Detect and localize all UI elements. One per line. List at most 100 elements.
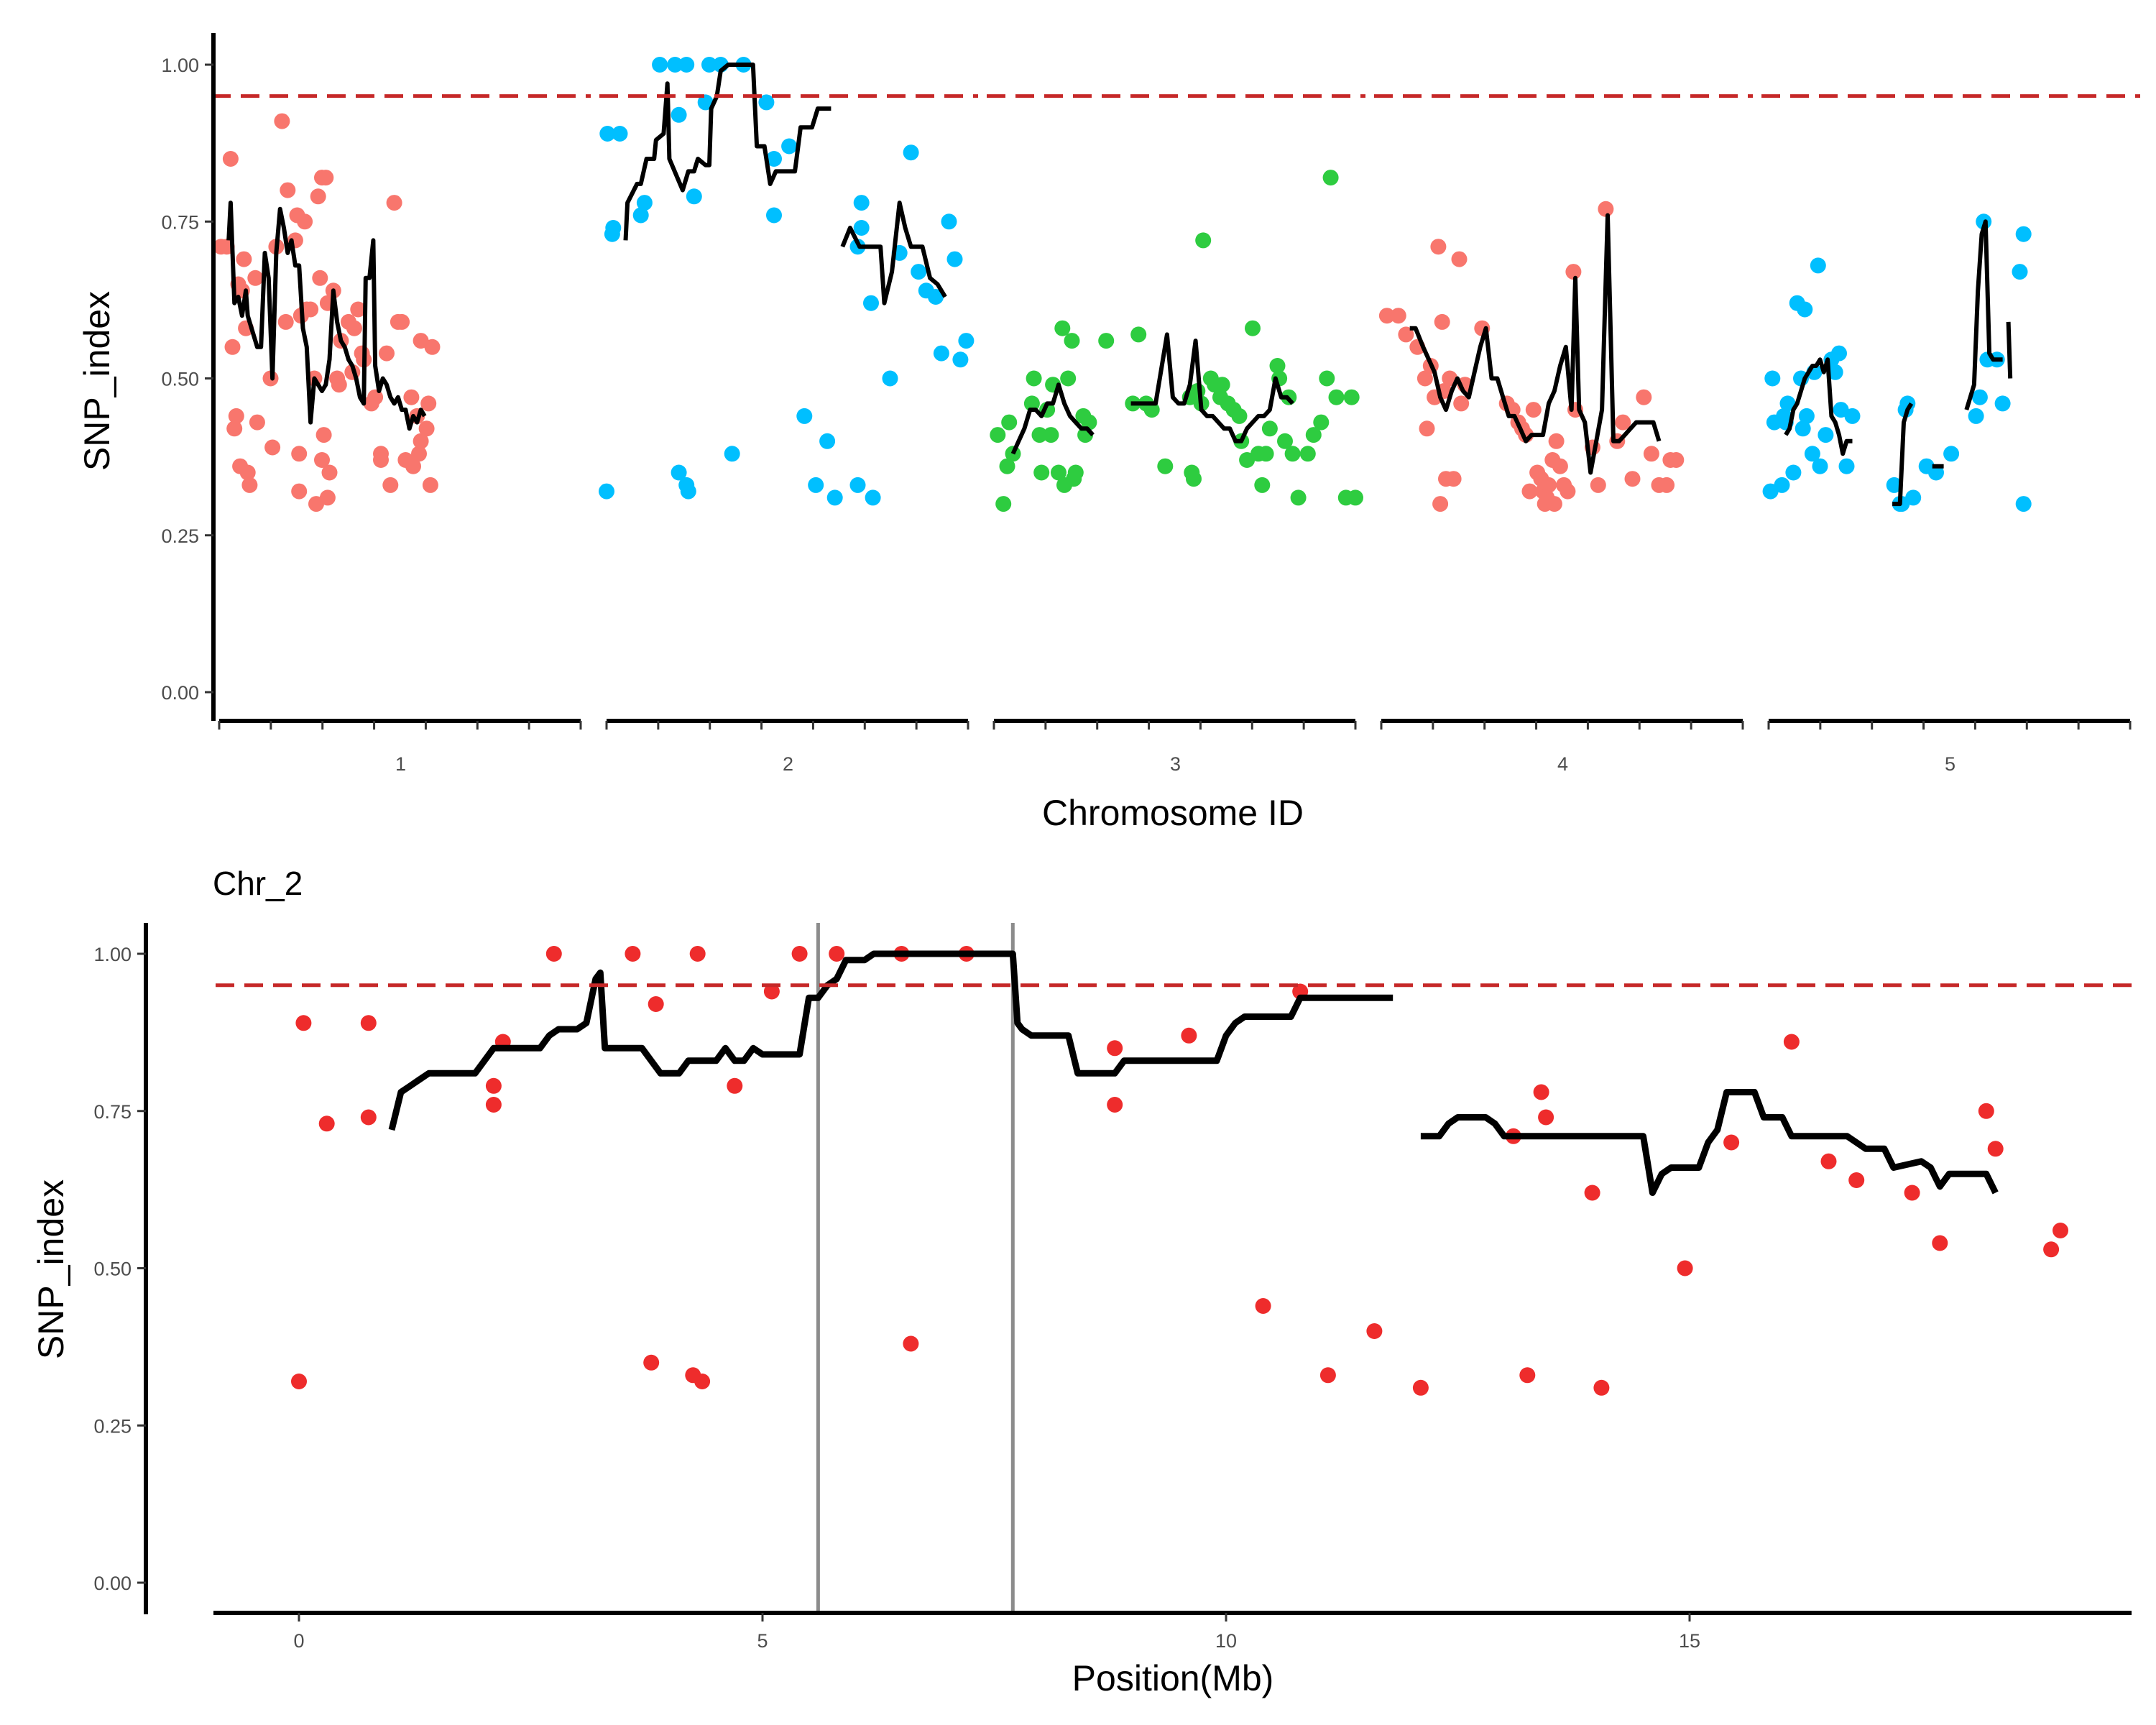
chr3-snp-point	[1098, 333, 1115, 349]
chr2-snp-point	[819, 433, 836, 449]
chr2-snp-point	[680, 483, 696, 500]
top-x-axis-title: Chromosome ID	[1042, 793, 1304, 833]
chr3-snp-point	[1081, 414, 1097, 431]
chr2-snp-point	[1538, 1109, 1554, 1126]
chr4-snp-point	[1643, 446, 1659, 462]
chr3-snp-point	[1060, 370, 1077, 387]
chr3-snp-point	[1033, 464, 1050, 481]
chr2-snp-point	[952, 351, 969, 368]
chr3-snp-point	[1305, 427, 1322, 443]
chr3-snp-point	[1026, 370, 1042, 387]
chr3-snp-point	[1043, 427, 1059, 443]
chr2-panel-title: Chr_2	[213, 865, 303, 902]
chr2-snp-point	[1319, 1367, 1336, 1384]
chr2-snp-point	[1677, 1260, 1693, 1276]
chr4-snp-point	[1521, 483, 1538, 500]
chr3-snp-point	[1284, 446, 1301, 462]
chr5-snp-point	[1968, 408, 1984, 424]
chr2-snp-point	[485, 1097, 502, 1113]
chr1-snp-point	[403, 389, 420, 405]
chr2-snp-point	[863, 295, 879, 311]
chr4-tick-label: 4	[1557, 753, 1568, 775]
chr1-snp-point	[424, 339, 441, 355]
chr2-snp-point	[599, 126, 616, 142]
chr2-snp-point	[933, 345, 949, 362]
chr3-snp-point	[1261, 420, 1278, 437]
chr4-snp-point	[1598, 201, 1614, 217]
chr5-snp-point	[1905, 489, 1922, 506]
chr2-snp-point	[1783, 1034, 1800, 1050]
chr2-snp-point	[1412, 1379, 1429, 1396]
chr1-snp-point	[277, 313, 294, 330]
chr2-snp-point	[605, 220, 622, 236]
chr3-snp-point	[1067, 464, 1084, 481]
chr4-snp-point	[1546, 496, 1562, 512]
chr4-snp-point	[1432, 496, 1449, 512]
chr4-snp-point	[1615, 414, 1631, 431]
chr2-snp-point	[928, 289, 944, 305]
chr2-x-tick-label: 5	[757, 1630, 768, 1652]
chr2-snp-point	[791, 946, 808, 962]
chr1-sliding-line	[226, 201, 427, 431]
chr2-snp-point	[1533, 1084, 1549, 1100]
chr5-sliding-line	[1964, 219, 2003, 410]
chr1-snp-point	[312, 270, 328, 286]
genome-wide-panel: 1 2 3 4 50.000.250.500.751.00 Chromosome ID …	[77, 33, 2140, 833]
chr2-snp-point	[291, 1374, 307, 1389]
chr4-snp-point	[1565, 264, 1582, 280]
chr4-snp-point	[1416, 370, 1433, 387]
chr2-snp-point	[724, 446, 740, 462]
chr1-snp-point	[382, 477, 399, 493]
chr2-snp-point	[766, 151, 782, 167]
chr3-snp-point	[1064, 333, 1080, 349]
chr2-snp-point	[643, 1354, 660, 1371]
chr2-snp-point	[318, 1116, 335, 1132]
chr2-snp-point	[360, 1015, 377, 1031]
chr3-snp-point	[1299, 446, 1316, 462]
chr2-axes: 0.00 0.25 0.50 0.75 1.00 0 5 10 15	[93, 923, 2132, 1652]
chr2-snp-point	[958, 333, 975, 349]
chr2-snp-point	[625, 946, 641, 962]
chr5-snp-point	[1994, 395, 2011, 412]
chr2-snp-point	[697, 94, 714, 111]
chr2-snp-point	[766, 207, 782, 224]
chr1-snp-point	[394, 313, 410, 330]
chr2-sliding-line	[388, 950, 1393, 1131]
chr2-y-axis-title: SNP_index	[31, 1179, 71, 1359]
chr5-snp-point	[2012, 264, 2028, 280]
chr2-snp-point	[295, 1015, 312, 1031]
chr4-snp-point	[1398, 326, 1414, 343]
chr2-snp-point	[1904, 1184, 1920, 1201]
chr2-snp-point	[826, 489, 843, 506]
chr2-scatter-points	[291, 946, 2068, 1396]
chr2-snp-point	[694, 1374, 711, 1389]
chr2-snp-point	[599, 483, 614, 500]
chr5-snp-point	[1838, 458, 1855, 474]
chr1-snp-point	[310, 188, 326, 205]
chr3-snp-point	[999, 458, 1015, 474]
chr2-x-axis-title: Position(Mb)	[1072, 1658, 1274, 1698]
chr1-snp-point	[303, 301, 319, 318]
chr1-snp-point	[367, 389, 384, 405]
chr1-snp-point	[350, 301, 367, 318]
chr3-sliding-line	[1010, 382, 1095, 455]
chr2-snp-point	[1820, 1153, 1837, 1169]
chr2-snp-point	[808, 477, 824, 493]
chr1-snp-point	[236, 251, 252, 267]
chr4-snp-point	[1548, 433, 1565, 449]
chr2-snp-point	[1255, 1298, 1271, 1314]
chr1-snp-point	[379, 345, 395, 362]
chr1-snp-point	[319, 489, 336, 506]
top-scatter-points	[213, 57, 2032, 512]
chr1-snp-point	[226, 420, 243, 437]
chr3-snp-point	[1322, 170, 1339, 186]
top-y-tick-label: 0.50	[161, 369, 199, 390]
chr2-sliding-line	[840, 201, 947, 305]
top-y-tick-label: 0.00	[161, 682, 199, 704]
chr2-y-tick-label: 0.50	[93, 1259, 132, 1280]
chr2-snp-point	[1978, 1103, 1994, 1119]
chr1-snp-point	[418, 420, 435, 437]
chr2-snp-point	[1987, 1141, 2004, 1157]
chr1-snp-point	[222, 151, 239, 167]
